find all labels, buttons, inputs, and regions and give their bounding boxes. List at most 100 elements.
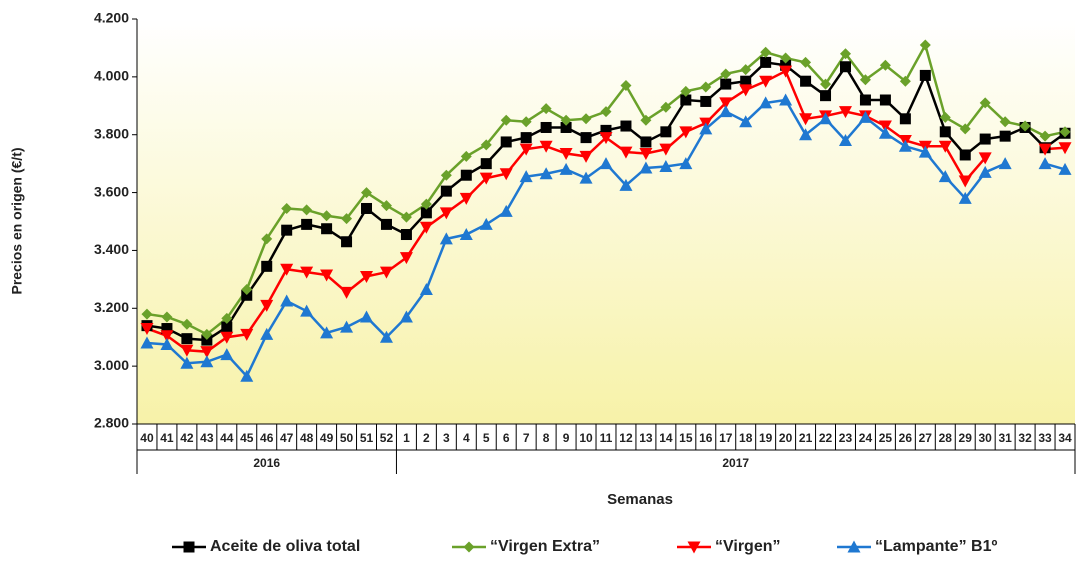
legend-label: Aceite de oliva total [210,538,360,555]
x-tick-label: 2 [423,431,430,445]
x-tick-label: 30 [979,431,993,445]
data-point [879,59,891,71]
data-point [659,160,673,173]
data-point [340,286,354,299]
data-point [580,132,592,144]
x-tick-label: 52 [380,431,394,445]
data-point [399,252,413,265]
x-tick-label: 5 [483,431,490,445]
x-tick-label: 49 [320,431,334,445]
data-point [819,112,833,125]
x-tick-label: 8 [543,431,550,445]
data-point [241,283,253,295]
data-point [539,167,553,180]
x-tick-label: 18 [739,431,753,445]
data-point [800,75,812,87]
data-point [1039,130,1051,142]
data-point [939,126,951,138]
plot-area [137,19,1075,424]
data-point [1038,157,1052,170]
data-point [420,207,432,219]
data-point [300,266,314,279]
data-point [779,65,793,78]
data-point [660,126,672,138]
data-point [620,80,632,92]
x-tick-label: 3 [443,431,450,445]
data-point [878,120,892,133]
data-point [560,114,572,126]
data-point [600,106,612,118]
data-point [479,217,493,230]
data-point [540,103,552,115]
x-tick-label: 50 [340,431,354,445]
x-tick-label: 11 [600,431,613,445]
data-point [341,236,353,248]
data-point [361,187,373,199]
data-point [659,143,673,156]
data-point [400,211,412,223]
data-point [400,229,412,241]
data-point [301,218,313,230]
data-point [978,165,992,178]
data-point [460,169,472,181]
data-point [241,289,253,301]
data-point [680,94,692,106]
legend-marker [183,541,195,553]
data-point [740,64,752,76]
data-point [559,162,573,175]
data-point [281,224,293,236]
y-tick-label: 3.200 [94,299,129,315]
data-point [499,168,513,181]
data-point [739,84,753,97]
data-point [161,311,173,323]
data-point [321,210,333,222]
data-point [519,143,533,156]
x-tick-label: 23 [839,431,853,445]
data-point [240,369,254,382]
data-point [460,150,472,162]
data-point [918,145,932,158]
data-point [380,218,392,230]
data-point [859,94,871,106]
data-point [699,122,713,135]
data-point [221,321,233,333]
x-tick-label: 27 [919,431,933,445]
data-point [858,110,872,123]
data-point [1058,142,1072,155]
data-point [1019,120,1031,132]
data-point [958,191,972,204]
data-point [459,192,473,205]
x-tick-label: 10 [579,431,593,445]
data-point [919,39,931,51]
data-point [540,121,552,133]
data-point [898,139,912,152]
x-tick-label: 45 [240,431,254,445]
x-tick-label: 26 [899,431,913,445]
data-point [220,331,234,344]
data-point [201,334,213,346]
data-point [479,172,493,185]
x-tick-label: 17 [719,431,733,445]
y-tick-label: 3.600 [94,183,129,199]
data-point [700,95,712,107]
data-point [500,136,512,148]
data-point [559,148,573,161]
data-point [619,146,633,159]
x-tick-label: 6 [503,431,510,445]
data-point [859,74,871,86]
data-point [979,133,991,145]
x-tick-label: 34 [1058,431,1072,445]
data-point [799,113,813,126]
data-point [200,355,214,368]
x-tick-label: 31 [998,431,1012,445]
x-tick-label: 22 [819,431,833,445]
group-label: 2016 [253,456,280,470]
data-point [680,85,692,97]
data-point [939,111,951,123]
data-point [419,221,433,234]
data-point [399,310,413,323]
data-point [261,233,273,245]
data-point [938,170,952,183]
data-point [958,175,972,188]
